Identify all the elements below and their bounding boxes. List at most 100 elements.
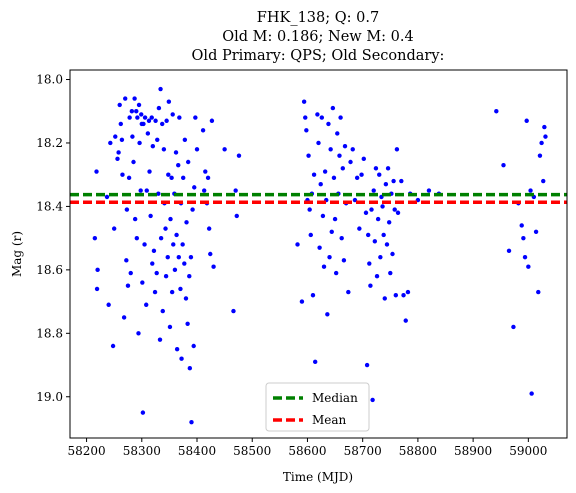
data-point <box>136 331 141 336</box>
data-point <box>203 169 208 174</box>
data-point <box>329 229 334 234</box>
data-point <box>369 207 374 212</box>
data-point <box>339 235 344 241</box>
data-point <box>131 159 136 165</box>
data-point <box>391 178 396 184</box>
data-point <box>152 289 158 295</box>
data-point <box>325 312 330 317</box>
data-point <box>106 302 111 307</box>
data-point <box>193 115 198 120</box>
data-point <box>142 242 147 247</box>
data-point <box>110 343 116 349</box>
data-point <box>337 153 342 158</box>
data-point <box>543 134 548 139</box>
data-point <box>192 185 197 190</box>
data-point <box>174 232 179 238</box>
data-point <box>194 147 200 152</box>
data-point <box>163 274 169 279</box>
data-point <box>153 118 158 123</box>
title-line-2: Old M: 0.186; New M: 0.4 <box>222 29 413 45</box>
data-point <box>200 128 206 133</box>
data-point <box>166 172 171 177</box>
data-point <box>426 188 432 193</box>
data-point <box>127 115 132 120</box>
data-point <box>236 153 242 158</box>
data-point <box>187 274 192 279</box>
data-point <box>180 242 185 247</box>
data-point <box>315 112 320 117</box>
data-point <box>371 188 376 193</box>
data-point <box>363 210 369 215</box>
data-point <box>141 121 146 127</box>
data-point <box>526 264 531 269</box>
y-axis-label: Mag (r) <box>10 231 24 277</box>
title-line-3: Old Primary: QPS; Old Secondary: <box>192 48 445 64</box>
data-point <box>529 391 534 396</box>
data-point <box>171 242 176 247</box>
data-point <box>134 109 139 114</box>
reference-lines <box>70 192 567 205</box>
data-point <box>92 235 98 241</box>
data-point <box>368 283 373 288</box>
data-point <box>304 128 309 133</box>
data-point <box>312 359 318 365</box>
data-point <box>145 131 151 136</box>
data-point <box>191 343 196 349</box>
data-point <box>377 172 382 177</box>
data-point <box>519 223 524 228</box>
data-point <box>104 194 110 200</box>
y-tick-label: 18.8 <box>36 326 63 340</box>
data-point <box>511 324 516 330</box>
data-point <box>154 270 159 276</box>
y-tick-label: 19.0 <box>36 390 63 404</box>
data-point <box>169 289 175 295</box>
data-point <box>173 150 179 155</box>
data-point <box>308 232 313 238</box>
data-point <box>401 293 406 298</box>
data-point <box>320 213 326 219</box>
data-point <box>185 321 190 326</box>
data-point <box>542 124 547 130</box>
data-point <box>317 245 322 250</box>
y-tick-label: 18.4 <box>36 199 63 213</box>
x-tick-label: 58300 <box>123 444 161 458</box>
legend-label-median: Median <box>312 391 358 405</box>
data-point <box>372 239 378 244</box>
data-point <box>536 289 541 295</box>
data-point <box>170 112 175 117</box>
x-tick-label: 58800 <box>399 444 437 458</box>
x-tick-label: 58700 <box>344 444 382 458</box>
data-point <box>149 115 154 120</box>
data-point <box>161 147 167 152</box>
x-axis-label: Time (MJD) <box>283 470 353 484</box>
data-point <box>521 235 526 241</box>
data-point <box>165 254 170 260</box>
data-point <box>405 289 411 295</box>
data-point <box>533 229 539 234</box>
data-point <box>138 188 143 193</box>
data-point <box>136 102 142 108</box>
data-point <box>108 140 113 146</box>
data-point <box>381 232 386 238</box>
data-point <box>385 166 391 171</box>
data-point <box>130 134 135 139</box>
data-points <box>92 86 548 425</box>
data-point <box>375 216 381 222</box>
x-tick-label: 59000 <box>509 444 547 458</box>
data-point <box>144 188 149 193</box>
data-point <box>310 293 316 298</box>
data-point <box>303 115 308 120</box>
data-point <box>201 188 207 193</box>
data-point <box>373 166 379 171</box>
data-point <box>539 140 544 146</box>
data-point <box>386 220 392 225</box>
data-point <box>184 220 189 225</box>
data-point <box>392 207 397 212</box>
data-point <box>295 242 300 247</box>
data-point <box>132 216 138 222</box>
x-tick-label: 58500 <box>233 444 271 458</box>
data-point <box>129 109 135 114</box>
data-point <box>383 182 389 187</box>
data-point <box>326 121 331 127</box>
